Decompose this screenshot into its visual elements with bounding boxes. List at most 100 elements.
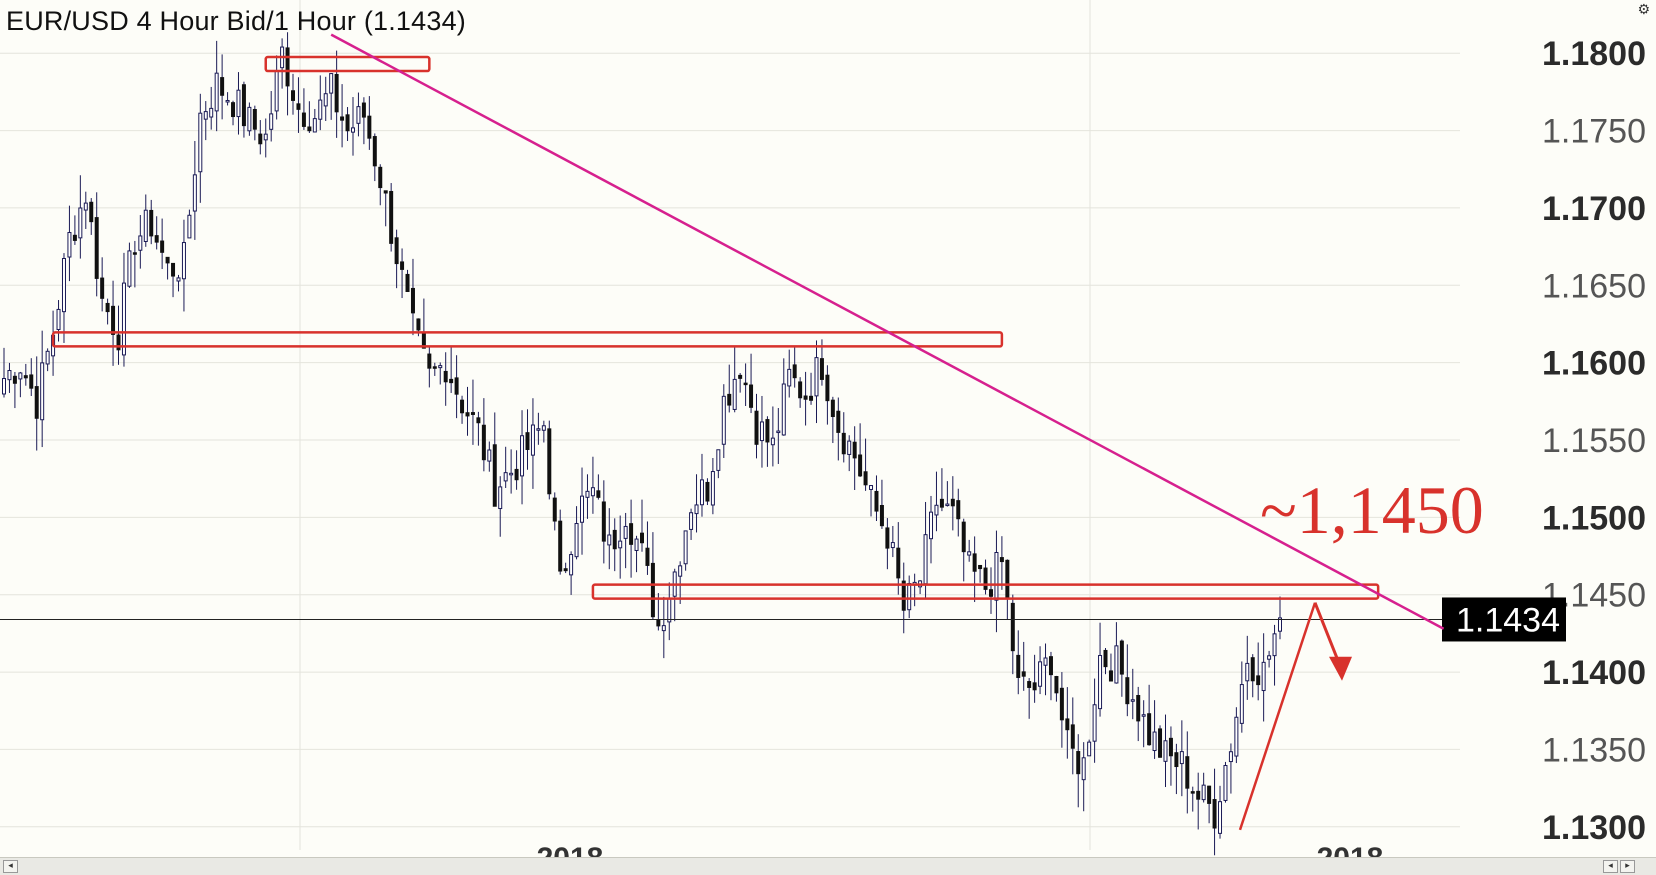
chart-settings-icon[interactable]: ⚙ bbox=[1637, 2, 1650, 18]
candle-body bbox=[558, 520, 563, 572]
candle-body bbox=[667, 597, 672, 623]
candle-body bbox=[634, 538, 639, 551]
candle-body bbox=[999, 557, 1004, 563]
candle-body bbox=[127, 250, 132, 287]
candle-body bbox=[1005, 559, 1010, 600]
y-tick-label: 1.1800 bbox=[1542, 35, 1646, 73]
arrow-down-icon bbox=[1329, 656, 1352, 681]
candle-body bbox=[1076, 751, 1081, 775]
candle-body bbox=[285, 47, 290, 87]
candle-body bbox=[956, 500, 961, 520]
level-box bbox=[591, 583, 1380, 600]
candle-body bbox=[405, 273, 410, 292]
candle-body bbox=[629, 523, 634, 545]
candle-body bbox=[329, 73, 334, 94]
candle-body bbox=[640, 532, 644, 544]
candle-body bbox=[470, 412, 475, 415]
candle-body bbox=[754, 410, 759, 445]
level-box bbox=[51, 331, 1004, 348]
candle-body bbox=[78, 207, 83, 239]
candle-body bbox=[1038, 661, 1043, 687]
arrow-left-icon[interactable]: ◂ bbox=[1603, 860, 1618, 873]
candle-body bbox=[40, 362, 45, 421]
candle-body bbox=[569, 554, 574, 576]
candle-body bbox=[1272, 633, 1277, 657]
candle-body bbox=[487, 449, 492, 462]
candle-body bbox=[1092, 704, 1097, 742]
candle-body bbox=[803, 395, 808, 400]
candle-body bbox=[732, 378, 737, 410]
candle-body bbox=[1108, 670, 1113, 682]
candle-body bbox=[607, 534, 612, 546]
arrow-right-icon[interactable]: ▸ bbox=[1620, 860, 1635, 873]
candle-body bbox=[623, 525, 628, 539]
candle-body bbox=[23, 375, 28, 379]
candle-body bbox=[574, 523, 579, 558]
candle-body bbox=[765, 419, 770, 443]
candle-body bbox=[214, 72, 219, 112]
candle-body bbox=[536, 428, 541, 431]
candle-body bbox=[923, 534, 928, 585]
candle-body bbox=[683, 530, 688, 565]
y-tick-label: 1.1650 bbox=[1542, 267, 1646, 305]
candle-body bbox=[83, 202, 88, 211]
candle-body bbox=[165, 256, 170, 264]
candle-body bbox=[301, 112, 306, 127]
candle-body bbox=[929, 511, 934, 540]
candle-body bbox=[901, 580, 906, 611]
candle-body bbox=[498, 486, 503, 510]
candle-body bbox=[1163, 740, 1168, 762]
candle-body bbox=[1267, 655, 1272, 660]
candle-body bbox=[580, 495, 585, 523]
candle-body bbox=[400, 261, 405, 270]
candle-body bbox=[721, 395, 726, 445]
candle-body bbox=[1239, 684, 1244, 724]
candle-body bbox=[449, 378, 454, 384]
candle-body bbox=[1179, 751, 1184, 765]
candle-body bbox=[563, 568, 568, 572]
candle-body bbox=[438, 365, 443, 369]
candle-body bbox=[334, 73, 339, 113]
candle-body bbox=[1147, 713, 1152, 746]
candle-body bbox=[525, 432, 530, 450]
candle-body bbox=[432, 366, 437, 369]
candle-body bbox=[743, 382, 748, 386]
candle-body bbox=[1168, 737, 1173, 757]
candle-body bbox=[231, 102, 236, 118]
candle-body bbox=[220, 77, 225, 96]
candle-body bbox=[858, 454, 863, 477]
candle-body bbox=[34, 386, 39, 419]
candle-body bbox=[1119, 640, 1124, 675]
candle-body bbox=[258, 133, 263, 145]
candle-body bbox=[759, 421, 764, 442]
candle-body bbox=[945, 503, 950, 507]
candle-body bbox=[198, 112, 203, 173]
candle-body bbox=[612, 529, 617, 550]
candle-body bbox=[116, 334, 121, 351]
arrow-left-icon[interactable]: ◂ bbox=[3, 860, 18, 873]
candle-body bbox=[601, 501, 606, 542]
candle-body bbox=[776, 430, 781, 434]
candle-body bbox=[307, 126, 312, 132]
candle-body bbox=[961, 521, 966, 553]
chart-title: EUR/USD 4 Hour Bid/1 Hour (1.1434) bbox=[6, 6, 466, 36]
candle-body bbox=[492, 444, 497, 507]
candle-body bbox=[296, 103, 301, 110]
candle-body bbox=[1196, 790, 1201, 800]
candle-body bbox=[312, 118, 317, 133]
candle-body bbox=[830, 399, 835, 418]
candle-body bbox=[661, 625, 666, 632]
candle-body bbox=[269, 113, 274, 130]
horizontal-scrollbar[interactable]: ◂ ◂ ▸ bbox=[0, 857, 1656, 875]
candle-body bbox=[89, 201, 94, 223]
candle-body bbox=[814, 357, 819, 397]
candle-body bbox=[454, 377, 459, 395]
candle-body bbox=[394, 237, 399, 265]
candle-body bbox=[378, 166, 383, 189]
candle-body bbox=[1201, 784, 1206, 801]
candle-body bbox=[247, 106, 252, 132]
candle-body bbox=[503, 472, 508, 482]
candle-body bbox=[2, 377, 6, 395]
